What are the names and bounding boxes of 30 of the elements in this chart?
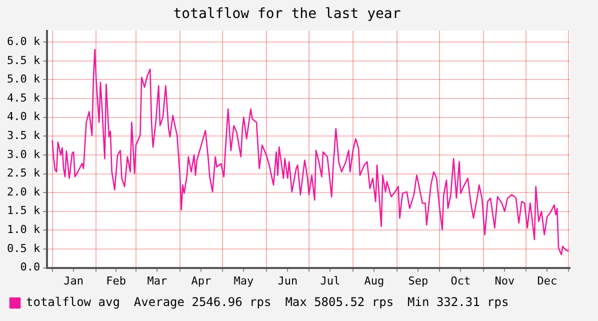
- text: Average 2546.96 rps: [134, 295, 272, 310]
- y-tick-label: 1.0 k: [6, 223, 40, 236]
- y-tick-label: 2.5 k: [6, 166, 40, 180]
- x-tick-label: Dec: [537, 274, 558, 288]
- y-tick-label: 4.5 k: [6, 91, 40, 104]
- y-tick-label: 5.0 k: [6, 72, 40, 86]
- y-tick-label: 0.5 k: [6, 242, 40, 255]
- y-tick-label: 3.5 k: [6, 128, 40, 142]
- x-tick-label: Feb: [106, 274, 126, 288]
- x-tick-label: Jul: [320, 274, 340, 288]
- text: Max 5805.52 rps: [285, 295, 394, 310]
- y-tick-label: 4.0 k: [6, 110, 40, 124]
- x-tick-label: May: [234, 274, 254, 288]
- x-tick-label: Mar: [147, 274, 168, 288]
- x-tick-label: Sep: [408, 274, 428, 288]
- text: Min 332.31 rps: [408, 295, 509, 310]
- x-tick-label: Jun: [278, 274, 298, 288]
- x-tick-label: Oct: [450, 274, 471, 288]
- x-tick-label: Jan: [64, 274, 84, 288]
- x-tick-label: Nov: [494, 274, 515, 288]
- y-tick-label: 2.0 k: [6, 185, 40, 198]
- chart-title: totalflow for the last year: [173, 6, 401, 22]
- y-tick-label: 5.5 k: [6, 54, 40, 67]
- y-tick-label: 6.0 k: [6, 34, 40, 48]
- y-tick-label: 3.0 k: [6, 148, 40, 161]
- legend-label: totalflow avg: [26, 295, 120, 310]
- y-tick-label: 0.0: [20, 260, 40, 274]
- y-tick-label: 1.5 k: [6, 204, 40, 218]
- x-tick-label: Aug: [364, 274, 384, 288]
- x-tick-label: Apr: [191, 274, 212, 288]
